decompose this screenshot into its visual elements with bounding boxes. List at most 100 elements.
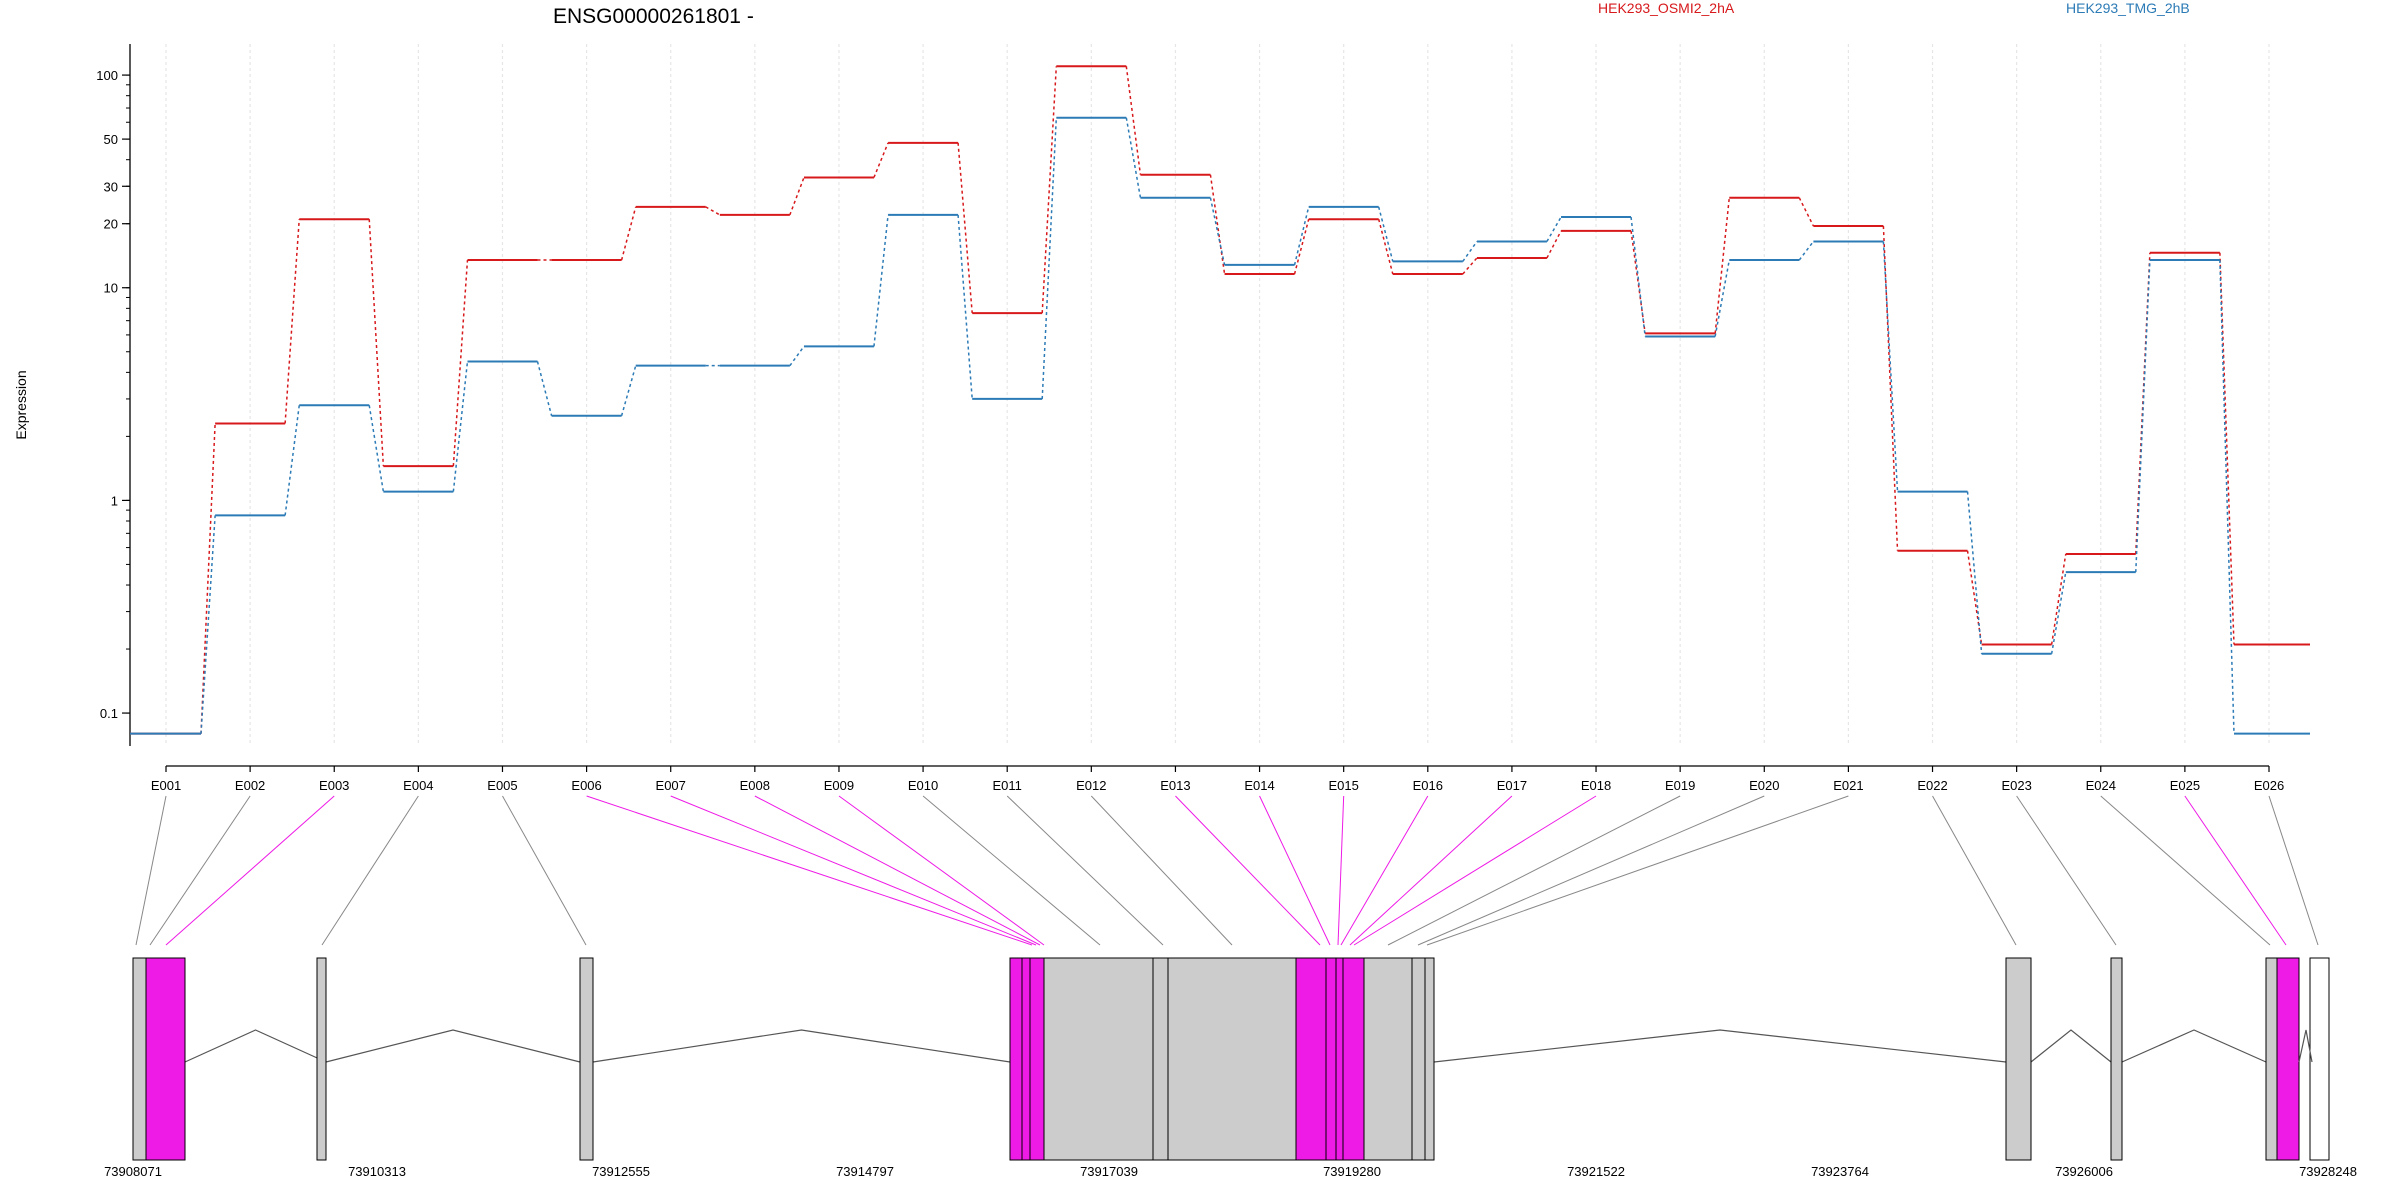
- x-tick-label-e001: E001: [151, 778, 181, 793]
- y-axis-label: Expression: [13, 370, 29, 439]
- intron-line: [325, 1029, 581, 1063]
- legend-entry-osmi2: HEK293_OSMI2_2hA: [1598, 0, 1735, 16]
- exon-block-highlighted: [1009, 957, 1023, 1161]
- series-link: [1209, 197, 1226, 266]
- exon-block: [1152, 957, 1169, 1161]
- x-tick-label-e023: E023: [2001, 778, 2031, 793]
- connector-e019: [1387, 795, 1681, 946]
- connector-e005: [502, 795, 587, 946]
- series-link: [284, 405, 300, 516]
- exon-block: [579, 957, 594, 1161]
- exon-gridlines: [165, 44, 2270, 746]
- x-tick-label-e013: E013: [1160, 778, 1190, 793]
- x-tick-label-e024: E024: [2086, 778, 2116, 793]
- connector-e021: [1426, 795, 1849, 946]
- intron-line: [184, 1029, 327, 1063]
- x-axis: E001 E002 E003 E004 E005 E006 E007 E008 E009 E010…: [151, 765, 2284, 793]
- series-link: [2050, 571, 2067, 654]
- x-tick-label-e017: E017: [1497, 778, 1527, 793]
- series-link: [1630, 216, 1646, 337]
- series-link: [1125, 66, 1142, 175]
- x-tick-label-e015: E015: [1328, 778, 1358, 793]
- series-link: [1462, 257, 1478, 275]
- exon-block-highlighted: [1021, 957, 1031, 1161]
- series-link: [2050, 553, 2067, 645]
- coordinate-label: 73919280: [1323, 1164, 1381, 1179]
- series-link: [1546, 216, 1562, 242]
- coordinate-label: 73928248: [2299, 1164, 2357, 1179]
- x-tick-label-e005: E005: [487, 778, 517, 793]
- series-link: [452, 259, 469, 467]
- exon-block-highlighted: [145, 957, 186, 1161]
- exon-connectors: [135, 795, 2319, 946]
- legend-entry-tmg: HEK293_TMG_2hB: [2066, 0, 2190, 16]
- series-link: [789, 345, 805, 367]
- x-tick-label-e004: E004: [403, 778, 433, 793]
- y-tick-label: 50: [104, 132, 118, 147]
- exon-block-highlighted: [1029, 957, 1045, 1161]
- gene-model: [132, 957, 2330, 1161]
- series-link: [1041, 66, 1058, 314]
- coordinate-label: 73908071: [104, 1164, 162, 1179]
- connector-e026: [2268, 795, 2319, 946]
- y-tick-label: 10: [104, 281, 118, 296]
- connector-e004: [321, 795, 419, 946]
- connector-e022: [1932, 795, 2017, 946]
- series-link: [1798, 197, 1815, 227]
- exon-block: [2005, 957, 2032, 1161]
- x-tick-label-e025: E025: [2170, 778, 2200, 793]
- chart-title: ENSG00000261801 -: [553, 5, 754, 28]
- x-tick-label-e012: E012: [1076, 778, 1106, 793]
- x-tick-label-e022: E022: [1917, 778, 1947, 793]
- connector-e016: [1340, 795, 1429, 946]
- series-link: [957, 214, 973, 399]
- series-link: [620, 206, 637, 261]
- connector-e023: [2016, 795, 2117, 946]
- exon-block-highlighted: [1325, 957, 1337, 1161]
- coordinate-label: 73926006: [2055, 1164, 2113, 1179]
- series-link: [1546, 230, 1562, 259]
- exon-block: [1363, 957, 1413, 1161]
- x-tick-label-e010: E010: [908, 778, 938, 793]
- connector-e015: [1337, 795, 1345, 946]
- series-link: [705, 206, 721, 216]
- connector-e012: [1090, 795, 1233, 946]
- x-tick-label-e021: E021: [1833, 778, 1863, 793]
- exon-block-highlighted: [1295, 957, 1327, 1161]
- series-link: [1714, 259, 1731, 337]
- connector-e002: [149, 795, 251, 946]
- x-tick-label-e020: E020: [1749, 778, 1779, 793]
- connector-e017: [1349, 795, 1513, 946]
- legend: HEK293_OSMI2_2hA HEK293_TMG_2hB: [1598, 0, 2190, 16]
- series-link: [1293, 219, 1310, 275]
- exon-block-highlighted: [2276, 957, 2300, 1161]
- series-link: [368, 219, 385, 467]
- series-link: [1125, 117, 1142, 198]
- coordinate-label: 73910313: [348, 1164, 406, 1179]
- series-link: [452, 361, 469, 492]
- series-lines: [130, 65, 2310, 735]
- connector-e011: [1006, 795, 1164, 946]
- series-link: [200, 423, 216, 734]
- series-hek293-osmi2-2ha: [130, 65, 2310, 735]
- x-tick-label-e026: E026: [2254, 778, 2284, 793]
- series-link: [873, 142, 889, 178]
- series-link: [1041, 117, 1058, 399]
- x-tick-label-e007: E007: [656, 778, 686, 793]
- connector-e025: [2184, 795, 2287, 946]
- series-link: [1882, 226, 1899, 551]
- connector-e024: [2100, 795, 2271, 946]
- intron-line: [592, 1029, 1011, 1063]
- series-link: [1966, 550, 1983, 645]
- connector-e013: [1175, 795, 1321, 946]
- connector-e018: [1353, 795, 1597, 946]
- exon-block: [2309, 957, 2330, 1161]
- series-link: [789, 177, 805, 216]
- series-link: [2219, 252, 2235, 645]
- connector-e008: [754, 795, 1041, 946]
- x-tick-label-e008: E008: [740, 778, 770, 793]
- series-link: [1209, 174, 1226, 275]
- exon-block: [316, 957, 327, 1161]
- connector-e014: [1259, 795, 1331, 946]
- series-link: [2135, 259, 2151, 573]
